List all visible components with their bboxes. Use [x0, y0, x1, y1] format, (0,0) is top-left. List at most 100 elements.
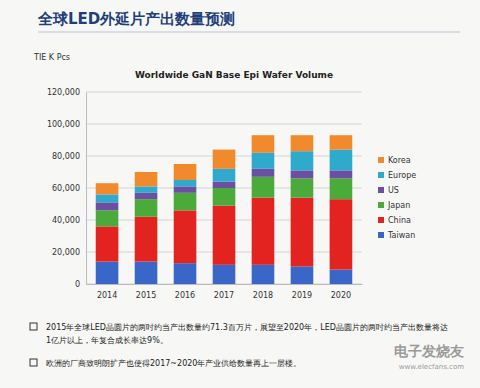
y-tick-label: 100,000 — [47, 120, 80, 129]
legend-swatch — [378, 217, 384, 223]
bar-series — [96, 198, 353, 270]
watermark-url: www.elecfans.com — [399, 363, 464, 371]
bar — [213, 188, 236, 206]
bar — [213, 150, 236, 169]
bar — [252, 135, 275, 153]
footnote-bullet — [30, 359, 37, 366]
footnote: 欧洲的厂商致明朗扩产也使得2017~2020年产业供给数量再上一层楼。 — [46, 359, 301, 368]
x-tick: 2018 — [253, 284, 273, 300]
legend-label: Europe — [388, 171, 416, 180]
bar-series — [96, 135, 353, 194]
legend-item: Korea — [378, 156, 411, 165]
grid-line — [86, 92, 362, 93]
bar — [96, 183, 119, 194]
bar — [135, 193, 158, 199]
x-tick-label: 2018 — [253, 291, 273, 300]
y-axis: 0 20,000 40,000 60,000 80,000 100,000 120,000 — [47, 88, 87, 289]
bar — [330, 270, 353, 284]
bar — [174, 180, 197, 186]
bar — [96, 202, 119, 210]
watermark: 电子发烧友 — [394, 343, 464, 359]
bar — [291, 266, 314, 284]
bar — [135, 186, 158, 192]
y-tick: 60,000 — [52, 184, 86, 193]
bar — [252, 169, 275, 177]
legend-swatch — [378, 232, 384, 238]
bar — [330, 135, 353, 149]
footnote: 1亿片以上，年复合成长率达9%。 — [46, 336, 168, 345]
chart-title: Worldwide GaN Base Epi Wafer Volume — [135, 70, 333, 80]
bar — [135, 262, 158, 284]
x-tick-label: 2020 — [331, 291, 351, 300]
legend-swatch — [378, 157, 384, 163]
legend: Korea Europe US Japan China Taiwan — [378, 156, 416, 240]
bar — [291, 135, 314, 151]
bar-series — [96, 177, 353, 227]
y-tick-label: 40,000 — [52, 216, 80, 225]
legend-swatch — [378, 187, 384, 193]
bar — [291, 170, 314, 178]
bar — [330, 199, 353, 269]
y-axis-label: TIE K Pcs — [33, 53, 70, 62]
bar — [213, 206, 236, 265]
bar — [174, 193, 197, 211]
bar — [213, 265, 236, 284]
legend-swatch — [378, 202, 384, 208]
x-tick-label: 2017 — [214, 291, 234, 300]
bar-series — [96, 262, 353, 284]
bar-series — [96, 169, 353, 211]
x-tick: 2019 — [292, 284, 312, 300]
legend-label: Korea — [388, 156, 411, 165]
bar — [96, 226, 119, 261]
background — [0, 0, 480, 388]
y-tick: 100,000 — [47, 120, 86, 129]
grid-line — [86, 124, 362, 125]
bar — [291, 151, 314, 170]
legend-item: China — [378, 216, 411, 225]
bar — [252, 177, 275, 198]
bars — [96, 135, 353, 284]
bar — [96, 210, 119, 226]
x-tick: 2016 — [175, 284, 195, 300]
bar — [174, 263, 197, 284]
y-tick: 80,000 — [52, 152, 86, 161]
y-tick-label: 20,000 — [52, 248, 80, 257]
y-tick: 20,000 — [52, 248, 86, 257]
x-tick: 2020 — [331, 284, 351, 300]
x-tick-label: 2014 — [97, 291, 117, 300]
bar — [330, 170, 353, 178]
legend-swatch — [378, 172, 384, 178]
footnote-bullet — [30, 323, 37, 330]
x-tick: 2014 — [97, 284, 117, 300]
title-rule — [38, 32, 460, 33]
y-tick: 0 — [75, 280, 86, 289]
legend-label: Japan — [387, 201, 410, 210]
footnote: 2015年全球LED晶圆片的两吋约当产出数量约71.3百万片，展望至2020年，… — [46, 323, 448, 332]
y-axis-line — [86, 93, 87, 285]
x-tick-label: 2016 — [175, 291, 195, 300]
footnotes: 2015年全球LED晶圆片的两吋约当产出数量约71.3百万片，展望至2020年，… — [30, 323, 448, 368]
y-tick: 40,000 — [52, 216, 86, 225]
legend-item: US — [378, 186, 399, 195]
slide: 全球LED外延片产出数量预测 Worldwide GaN Base Epi Waf… — [0, 0, 480, 388]
x-tick: 2017 — [214, 284, 234, 300]
x-tick: 2015 — [136, 284, 156, 300]
legend-label: Taiwan — [387, 231, 415, 240]
bar — [252, 198, 275, 265]
grid — [86, 92, 362, 284]
y-tick-label: 120,000 — [47, 88, 80, 97]
slide-title: 全球LED外延片产出数量预测 — [37, 10, 235, 28]
bar-series — [96, 150, 353, 203]
bar — [330, 178, 353, 199]
legend-label: China — [388, 216, 411, 225]
bar — [96, 262, 119, 284]
bar — [213, 182, 236, 188]
legend-item: Taiwan — [378, 231, 415, 240]
bar — [291, 198, 314, 267]
legend-item: Japan — [378, 201, 410, 210]
x-tick-label: 2015 — [136, 291, 156, 300]
bar — [174, 186, 197, 192]
y-tick-label: 60,000 — [52, 184, 80, 193]
bar — [135, 199, 158, 217]
bar — [252, 265, 275, 284]
